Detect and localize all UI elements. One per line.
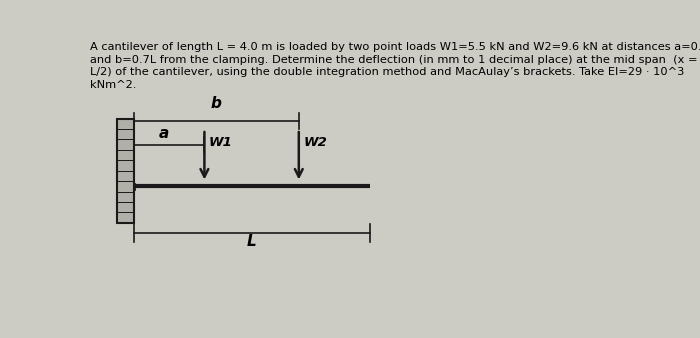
Text: W1: W1 <box>209 136 232 149</box>
Text: b: b <box>211 96 222 111</box>
Text: L: L <box>246 235 256 249</box>
Text: a: a <box>158 126 169 141</box>
Text: W2: W2 <box>303 136 327 149</box>
Text: A cantilever of length L = 4.0 m is loaded by two point loads W1=5.5 kN and W2=9: A cantilever of length L = 4.0 m is load… <box>90 42 700 90</box>
Bar <box>118 119 134 223</box>
